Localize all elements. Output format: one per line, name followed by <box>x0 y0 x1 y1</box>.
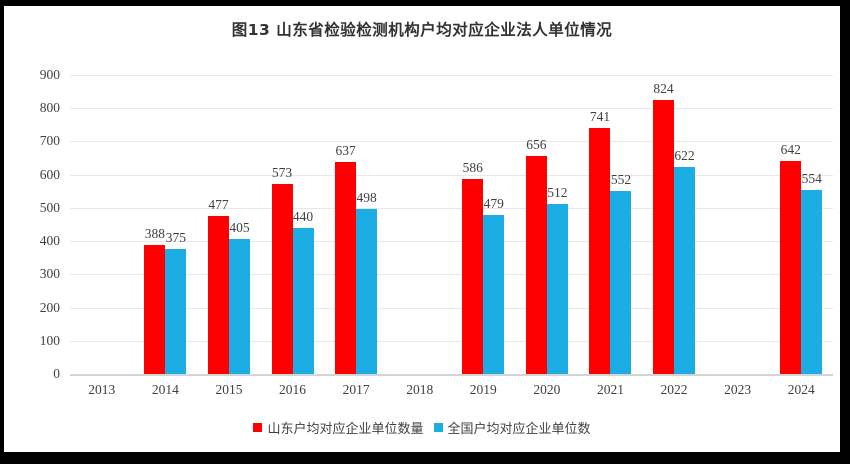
x-axis-tick-label: 2018 <box>406 382 434 397</box>
legend-label: 山东户均对应企业单位数量 <box>267 422 424 437</box>
bar-value-label: 573 <box>271 164 293 180</box>
bar-value-label: 405 <box>229 220 250 236</box>
bar-shandong-2020[interactable] <box>525 156 547 374</box>
bar-shandong-2024[interactable] <box>780 160 802 374</box>
bar-value-label: 622 <box>674 148 695 164</box>
x-axis-tick-label: 2015 <box>215 382 243 397</box>
x-axis-tick-label: 2014 <box>151 382 179 397</box>
gridline <box>70 141 833 143</box>
chart-title: 图13 山东省检验检测机构户均对应企业法人单位情况 <box>231 21 613 39</box>
gridline <box>70 340 833 342</box>
bar-value-label: 554 <box>801 170 822 186</box>
bar-national-2014[interactable] <box>165 249 187 374</box>
y-axis-tick-label: 300 <box>39 266 60 282</box>
gridline <box>70 174 833 176</box>
y-axis-tick-label: 900 <box>39 67 60 82</box>
y-axis-tick-label: 100 <box>39 332 60 348</box>
bar-value-label: 586 <box>462 160 483 176</box>
bar-value-label: 637 <box>335 143 356 159</box>
y-axis-tick-label: 0 <box>53 366 60 381</box>
bar-shandong-2014[interactable] <box>144 245 166 374</box>
y-axis-tick-label: 400 <box>39 233 60 249</box>
bar-national-2017[interactable] <box>356 208 378 374</box>
bar-value-label: 741 <box>589 108 611 124</box>
gridline <box>70 241 833 243</box>
bar-shandong-2022[interactable] <box>653 100 675 374</box>
bar-national-2020[interactable] <box>546 203 568 374</box>
chart-legend: 山东户均对应企业单位数量 全国户均对应企业单位数 <box>4 418 840 437</box>
legend-item-shandong[interactable]: 山东户均对应企业单位数量 <box>253 418 424 437</box>
y-axis-tick-label: 700 <box>39 133 60 149</box>
x-axis-tick-label: 2022 <box>660 382 688 397</box>
bar-shandong-2016[interactable] <box>271 183 293 374</box>
chart-container: 图13 山东省检验检测机构户均对应企业法人单位情况 900 800 700 600 50… <box>4 6 840 452</box>
x-axis-tick-label: 2023 <box>724 382 752 397</box>
gridline <box>70 207 833 209</box>
x-axis-tick-label: 2021 <box>596 382 624 397</box>
bar-value-label: 498 <box>356 189 377 205</box>
bar-shandong-2017[interactable] <box>335 162 357 374</box>
bar-value-label: 824 <box>653 81 674 97</box>
bar-national-2021[interactable] <box>610 190 632 374</box>
bar-value-label: 477 <box>208 196 229 212</box>
x-axis-tick-label: 2013 <box>88 382 116 397</box>
bar-shandong-2019[interactable] <box>462 179 484 374</box>
x-axis-tick-label: 2016 <box>279 382 307 397</box>
legend-swatch-icon <box>433 423 443 432</box>
bar-value-label: 440 <box>292 208 314 224</box>
bar-value-label: 642 <box>780 141 801 157</box>
x-axis-tick-label: 2017 <box>342 382 370 397</box>
bar-national-2016[interactable] <box>292 227 314 374</box>
x-axis-tick-label: 2020 <box>533 382 561 397</box>
bar-shandong-2015[interactable] <box>207 215 229 374</box>
plot-area: 900 800 700 600 500 400 300 200 100 0 2013 2014 388 3… <box>4 6 840 452</box>
y-axis-tick-label: 500 <box>39 199 60 215</box>
bar-value-label: 479 <box>483 195 504 211</box>
bar-value-label: 388 <box>144 226 165 242</box>
gridline <box>70 75 833 76</box>
gridline <box>70 374 833 376</box>
gridline <box>70 108 833 110</box>
legend-item-national[interactable]: 全国户均对应企业单位数 <box>433 418 591 437</box>
bar-national-2024[interactable] <box>801 189 823 374</box>
bar-national-2022[interactable] <box>674 167 696 374</box>
legend-label: 全国户均对应企业单位数 <box>447 422 591 437</box>
bar-national-2019[interactable] <box>483 214 505 374</box>
gridline <box>70 307 833 309</box>
y-axis-tick-label: 800 <box>39 100 60 116</box>
y-axis-tick-label: 600 <box>39 166 60 182</box>
x-axis-tick-label: 2019 <box>469 382 497 397</box>
bar-value-label: 552 <box>610 171 632 187</box>
x-axis-tick-label: 2024 <box>787 382 815 397</box>
legend-swatch-icon <box>253 423 263 432</box>
bar-shandong-2021[interactable] <box>589 127 611 374</box>
bar-value-label: 512 <box>547 184 568 200</box>
bar-national-2015[interactable] <box>228 239 250 374</box>
bar-value-label: 375 <box>165 230 186 246</box>
y-axis-tick-label: 200 <box>39 299 60 315</box>
bar-value-label: 656 <box>526 137 547 153</box>
gridline <box>70 274 833 276</box>
